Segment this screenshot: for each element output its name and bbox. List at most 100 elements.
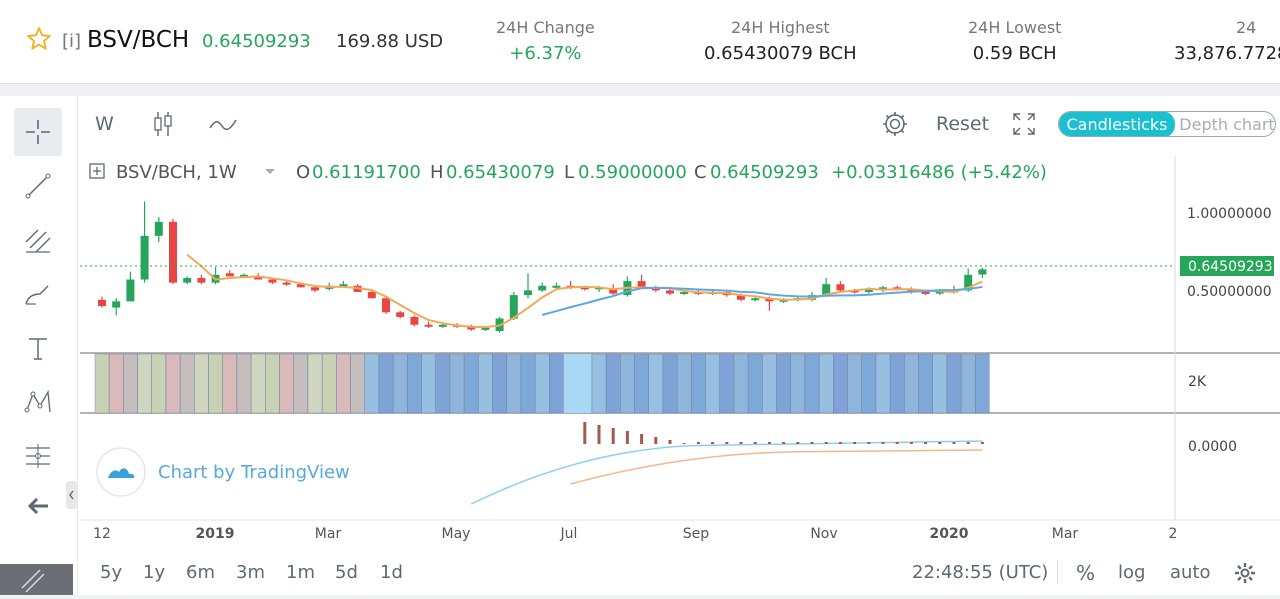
legend-collapse-icon[interactable]	[89, 163, 105, 179]
time-tick: Nov	[810, 526, 837, 542]
legend-dropdown-icon[interactable]	[265, 169, 275, 174]
osc-orange-line	[570, 449, 983, 485]
volume-bar	[179, 353, 195, 414]
osc-histogram-bar	[640, 434, 644, 444]
volume-bar	[819, 353, 834, 414]
stat-label: 24H Change	[496, 18, 595, 37]
volume-bar	[165, 353, 181, 414]
measure-tool[interactable]	[14, 432, 62, 480]
ruler-tool[interactable]	[0, 564, 73, 595]
candlestick-type-icon[interactable]	[152, 110, 174, 138]
ma-orange-line	[186, 253, 983, 329]
depth-chart-tab[interactable]: Depth chart	[1179, 115, 1275, 134]
osc-histogram-bar	[867, 442, 871, 444]
osc-histogram-bar	[597, 425, 601, 444]
candle-body	[921, 292, 930, 294]
candle-body	[154, 221, 163, 236]
favorite-star-icon[interactable]	[26, 26, 52, 52]
osc-histogram-bar	[853, 442, 857, 444]
price-chart[interactable]: BSV/BCH, 1W O 0.61191700 H 0.65430079 L …	[80, 156, 1280, 556]
volume-bar	[776, 353, 791, 414]
volume-bar	[336, 353, 351, 414]
crosshair-tool[interactable]	[14, 108, 62, 156]
candle-body	[666, 290, 674, 294]
range-5d-button[interactable]: 5d	[335, 562, 358, 583]
volume-bar	[961, 353, 976, 414]
chart-top-toolbar: W Reset Candlesticks Depth chart	[80, 96, 1280, 156]
volume-bar	[904, 353, 919, 414]
stat-label: 24	[1236, 18, 1257, 37]
volume-bar	[194, 353, 209, 414]
pitchfork-icon	[25, 229, 51, 253]
volume-bar	[549, 353, 564, 414]
candle-body	[680, 292, 689, 294]
fullscreen-icon[interactable]	[1011, 111, 1037, 137]
candle-body	[140, 235, 149, 280]
volume-bar	[265, 353, 280, 414]
volume-bar	[833, 353, 848, 414]
range-1m-button[interactable]: 1m	[286, 562, 315, 583]
volume-bar	[321, 353, 337, 414]
candlesticks-tab[interactable]: Candlesticks	[1059, 112, 1175, 136]
volume-bar	[393, 353, 408, 414]
reset-button[interactable]: Reset	[936, 113, 990, 135]
volume-tick: 2K	[1188, 374, 1207, 390]
trendline-tool[interactable]	[14, 162, 62, 210]
indicators-icon[interactable]	[208, 114, 238, 134]
volume-bar	[946, 353, 962, 414]
range-5y-button[interactable]: 5y	[100, 562, 123, 583]
volume-bar	[109, 353, 124, 414]
text-tool[interactable]	[14, 324, 62, 372]
osc-histogram-bar	[895, 442, 899, 444]
range-1d-button[interactable]: 1d	[380, 562, 403, 583]
time-tick: 12	[93, 526, 111, 542]
info-tag[interactable]: [i]	[62, 31, 82, 52]
volume-bar	[435, 353, 450, 414]
range-6m-button[interactable]: 6m	[186, 562, 215, 583]
legend-open: 0.61191700	[312, 162, 421, 183]
stat-24h-change: 24H Change +6.37%	[496, 18, 595, 64]
candle-body	[637, 281, 646, 288]
volume-bar	[890, 353, 905, 414]
time-tick: Sep	[683, 526, 710, 542]
brush-tool[interactable]	[14, 270, 62, 318]
text-icon	[29, 338, 47, 360]
volume-bar	[492, 353, 507, 414]
back-tool[interactable]	[14, 482, 62, 530]
settings-gear-icon[interactable]	[880, 109, 910, 139]
stat-value: 33,876.7728	[1174, 43, 1280, 64]
volume-pane	[94, 353, 990, 414]
auto-scale-button[interactable]: auto	[1170, 562, 1211, 583]
volume-bar	[123, 353, 138, 414]
interval-button[interactable]: W	[95, 113, 114, 135]
stat-24h-high: 24H Highest 0.65430079 BCH	[704, 18, 857, 64]
collapse-toolbar-button[interactable]	[66, 481, 77, 509]
chart-settings-gear-icon[interactable]	[1234, 562, 1256, 584]
osc-histogram-bar	[909, 442, 913, 444]
osc-histogram-bar	[782, 442, 786, 444]
candle-body	[538, 285, 547, 291]
tradingview-watermark[interactable]: Chart by TradingView	[96, 447, 350, 497]
stat-value: 0.65430079 BCH	[704, 43, 857, 64]
legend-symbol[interactable]: BSV/BCH, 1W	[116, 162, 237, 183]
log-scale-button[interactable]: log	[1118, 562, 1146, 583]
candle-body	[183, 277, 192, 283]
range-3m-button[interactable]: 3m	[236, 562, 265, 583]
volume-bar	[762, 353, 777, 414]
candle-body	[481, 327, 490, 330]
percent-scale-button[interactable]: %	[1076, 561, 1096, 585]
volume-bar	[236, 353, 252, 414]
fib-tool[interactable]	[14, 216, 62, 264]
osc-histogram-bar	[952, 442, 956, 444]
pattern-tool[interactable]	[14, 378, 62, 426]
volume-bar	[94, 353, 110, 414]
volume-bar	[790, 353, 805, 414]
utc-clock[interactable]: 22:48:55 (UTC)	[912, 562, 1049, 583]
volume-bar	[421, 353, 436, 414]
osc-histogram-bar	[924, 442, 928, 444]
candle-body	[964, 274, 973, 291]
candle-body	[169, 221, 177, 283]
candle-body	[978, 269, 987, 275]
range-1y-button[interactable]: 1y	[143, 562, 166, 583]
chevron-left-icon	[69, 490, 74, 500]
